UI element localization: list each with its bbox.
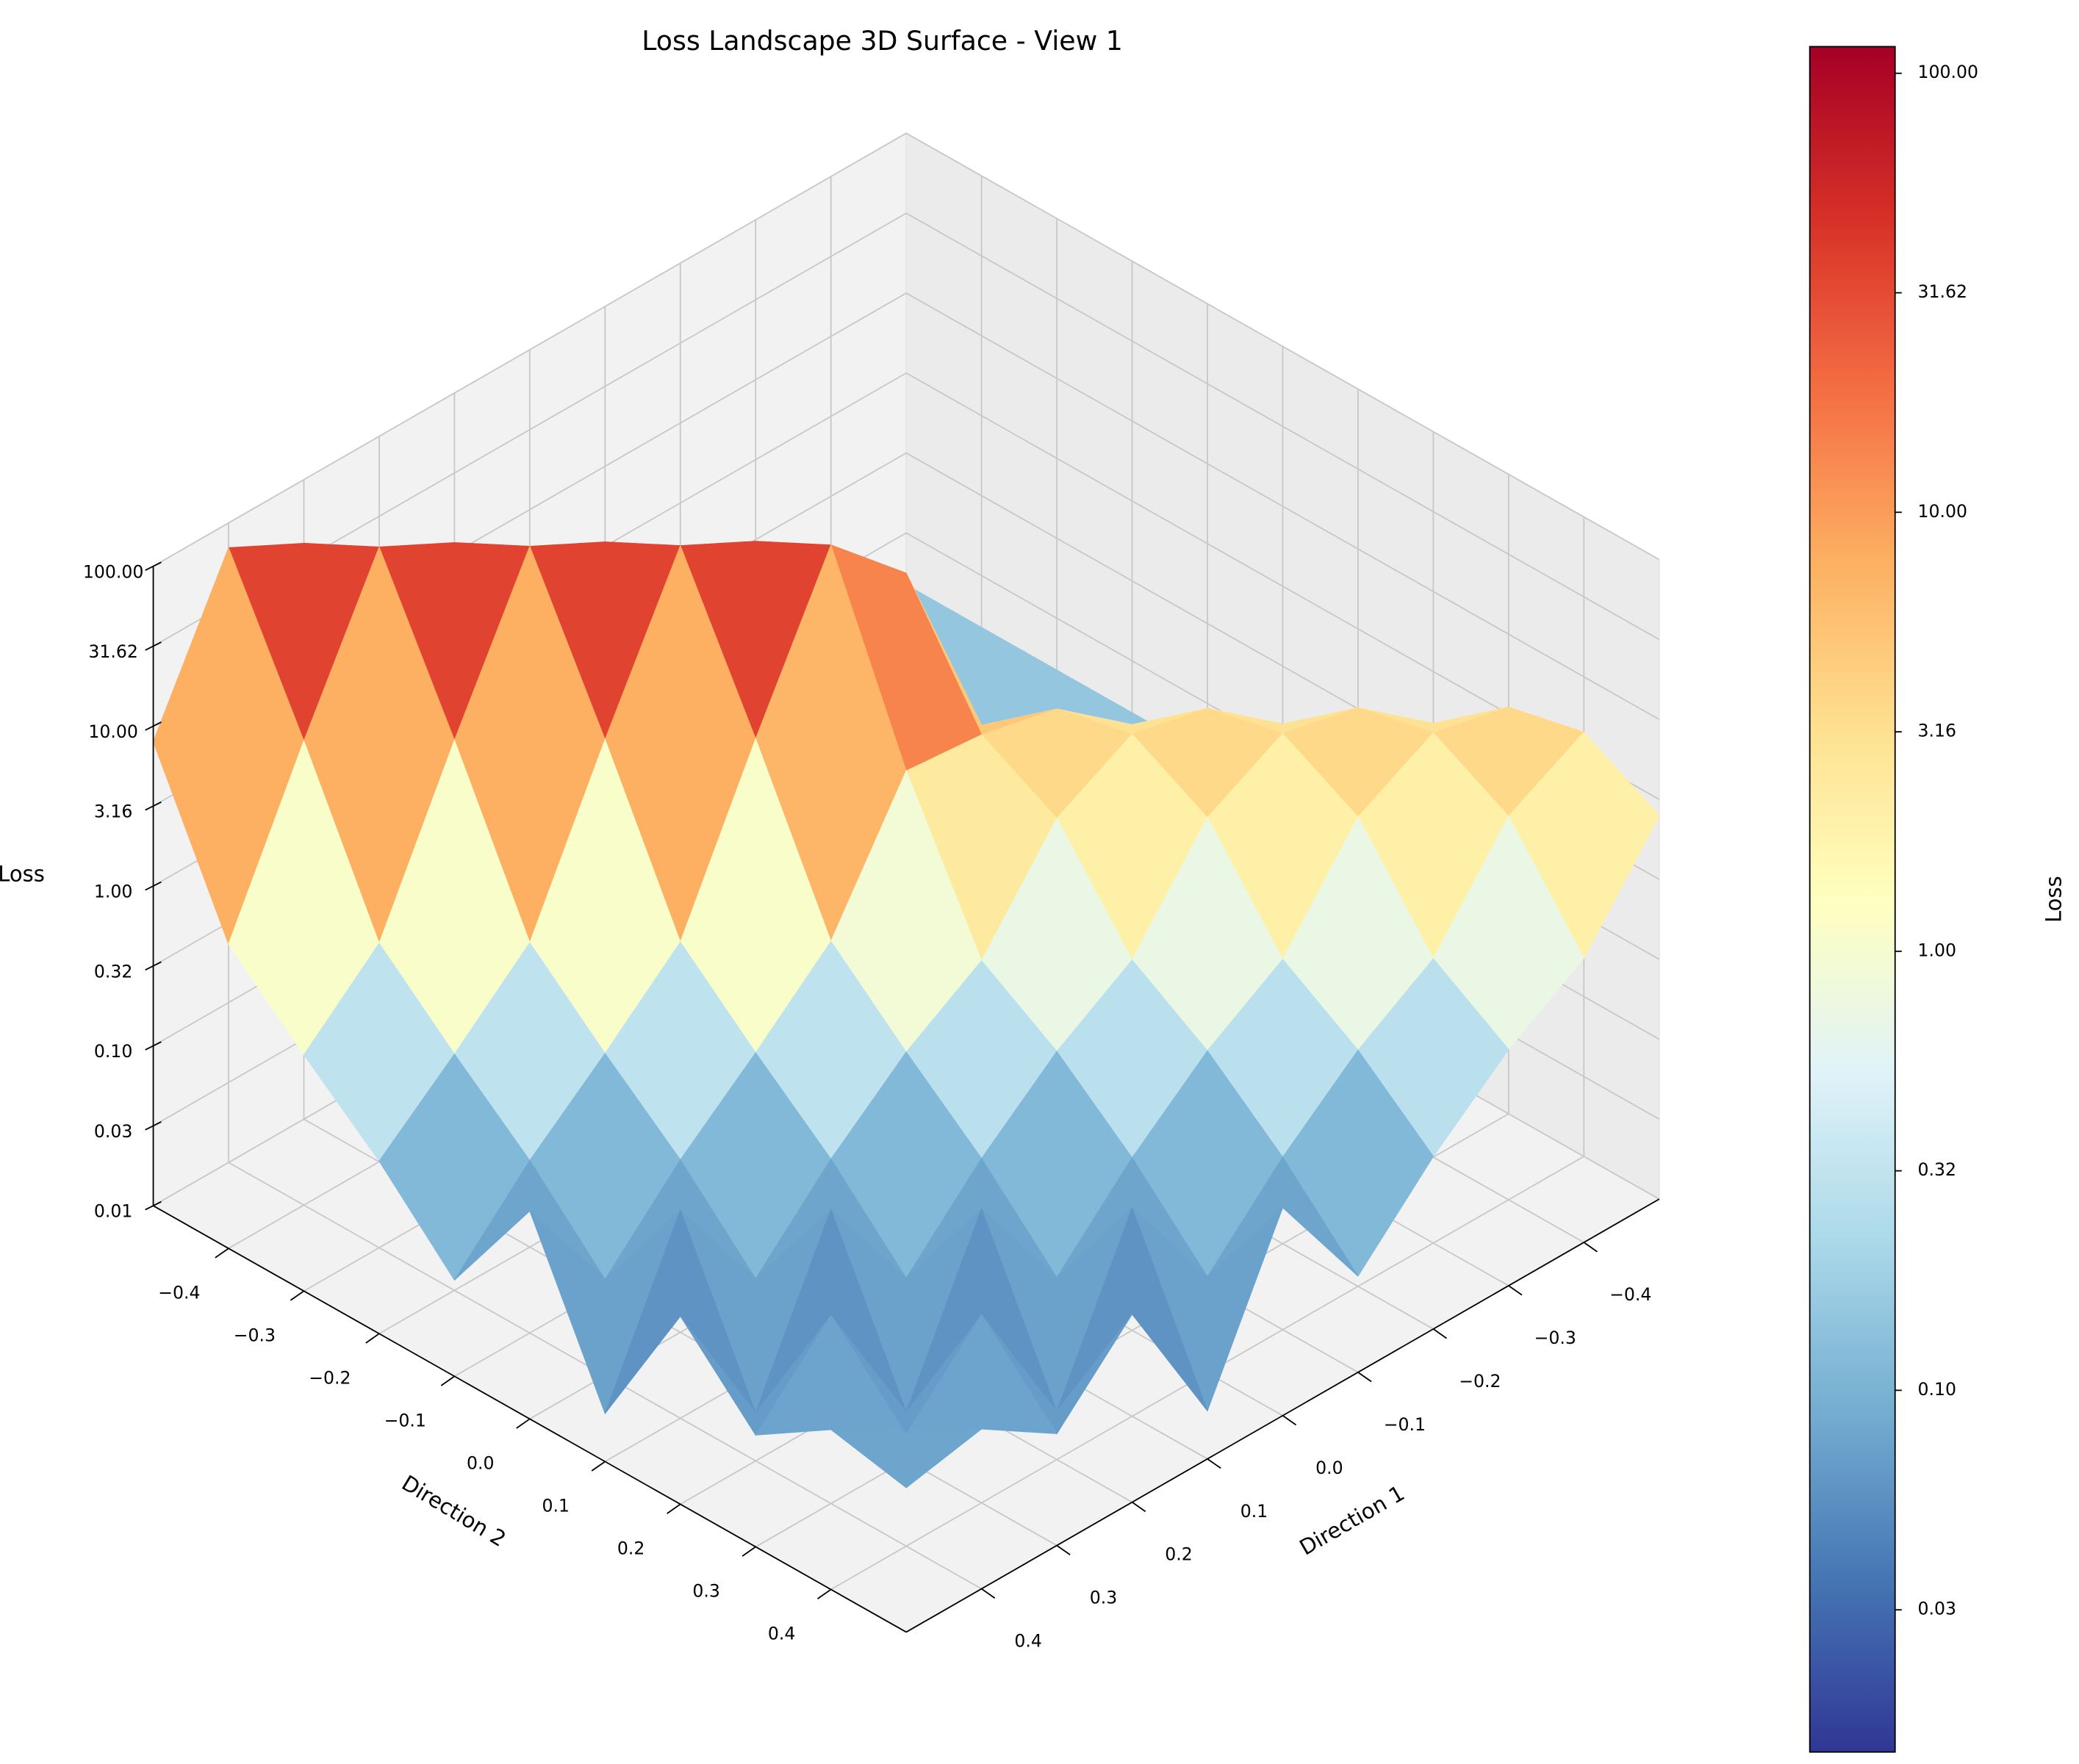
colorbar-tick-label: 3.16 (1918, 721, 1956, 741)
x-tick-label: −0.3 (1534, 1328, 1576, 1348)
x-tick (1207, 1458, 1221, 1469)
z-tick-label: 0.32 (94, 961, 132, 982)
colorbar-gradient (1809, 46, 1896, 1753)
x-tick (1282, 1415, 1297, 1426)
colorbar-tick-label: 0.32 (1918, 1159, 1956, 1180)
x-tick-label: 0.1 (1240, 1501, 1268, 1522)
z-tick-label: 0.10 (94, 1041, 132, 1062)
x-tick (1432, 1328, 1448, 1339)
colorbar-tick-label: 31.62 (1918, 281, 1967, 302)
z-axis-label: Loss (0, 861, 45, 886)
z-tick-label: 100.00 (83, 561, 143, 582)
y-tick (667, 1503, 681, 1514)
y-tick-label: 0.2 (617, 1538, 644, 1559)
surface (152, 540, 1660, 1488)
y-tick-label: 0.0 (467, 1452, 494, 1473)
x-tick-label: 0.2 (1165, 1544, 1192, 1565)
y-tick (516, 1418, 531, 1429)
colorbar-tick-label: 0.10 (1918, 1379, 1956, 1400)
y-tick-label: −0.1 (384, 1410, 426, 1430)
z-tick-label: 0.01 (94, 1201, 132, 1222)
x-tick (1132, 1501, 1146, 1513)
colorbar-tick-label: 100.00 (1918, 62, 1978, 82)
x-tick (1583, 1242, 1598, 1253)
y-tick (365, 1333, 380, 1344)
x-axis-label: Direction 1 (1295, 1480, 1408, 1560)
z-tick-label: 10.00 (88, 721, 137, 742)
surface-facet (829, 1428, 983, 1488)
x-tick-label: 0.4 (1014, 1631, 1041, 1652)
axes: −0.4 −0.3 −0.2 −0.1 0.0 0.1 0.2 0.3 0.4 −0.4 −0.3 −… (83, 561, 1660, 1652)
z-tick (145, 881, 162, 891)
grid-line (153, 132, 907, 567)
x-tick-label: 0.3 (1090, 1588, 1117, 1608)
z-tick (145, 561, 162, 571)
colorbar-label: Loss (2041, 876, 2066, 923)
z-tick (145, 801, 162, 811)
x-tick-label: −0.2 (1459, 1371, 1501, 1392)
y-tick-label: −0.2 (309, 1367, 351, 1388)
z-tick (145, 721, 162, 731)
y-tick-label: 0.4 (768, 1624, 795, 1644)
colorbar-tick-label: 1.00 (1918, 940, 1956, 960)
colorbar-tick-label: 10.00 (1918, 501, 1967, 522)
y-tick (742, 1546, 756, 1557)
x-tick (1056, 1544, 1071, 1556)
y-tick-label: −0.3 (234, 1325, 276, 1345)
x-axis-line (905, 1198, 1660, 1633)
y-tick (817, 1588, 832, 1599)
z-tick-label: 1.00 (94, 882, 132, 902)
x-tick (1508, 1285, 1523, 1296)
z-tick (145, 1041, 162, 1051)
chart-title: Loss Landscape 3D Surface - View 1 (642, 25, 1123, 57)
y-tick (591, 1461, 606, 1472)
grid-line (905, 212, 1660, 641)
z-tick (145, 961, 162, 971)
y-tick-label: 0.1 (542, 1496, 569, 1516)
z-tick-label: 3.16 (94, 802, 132, 822)
y-axis-label: Direction 2 (398, 1470, 511, 1552)
x-tick (1357, 1372, 1372, 1383)
colorbar: 0.03 0.10 0.32 1.00 3.16 10.00 31.62 100.00 (1809, 46, 1978, 1753)
y-tick (290, 1290, 304, 1301)
grid-line (905, 132, 1660, 561)
x-tick-label: −0.4 (1609, 1284, 1651, 1305)
y-tick (215, 1248, 229, 1259)
y-tick (440, 1375, 455, 1386)
z-tick (145, 641, 162, 651)
colorbar-tick-label: 0.03 (1918, 1599, 1956, 1619)
y-tick-label: −0.4 (158, 1282, 200, 1303)
x-tick-label: 0.0 (1315, 1458, 1343, 1478)
y-tick-label: 0.3 (692, 1581, 719, 1602)
z-tick (145, 1121, 162, 1131)
grid-line (905, 292, 1660, 721)
z-tick-label: 31.62 (88, 641, 137, 662)
z-tick-label: 0.03 (94, 1121, 132, 1142)
z-tick (145, 1200, 162, 1211)
x-tick (981, 1588, 996, 1599)
x-tick-label: −0.1 (1384, 1414, 1426, 1435)
